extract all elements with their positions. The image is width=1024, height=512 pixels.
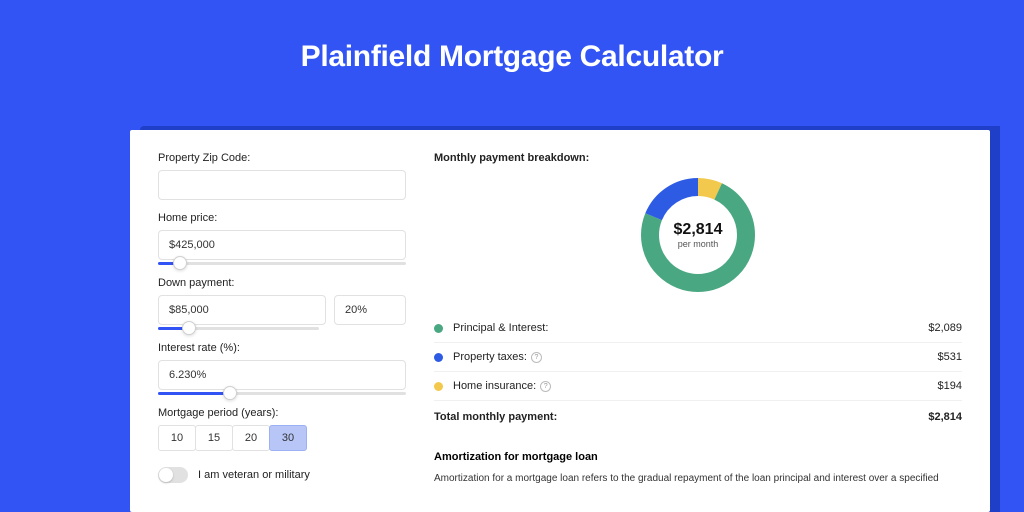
zip-field: Property Zip Code: [158, 152, 406, 200]
donut-container: $2,814 per month [434, 174, 962, 296]
period-option-30[interactable]: 30 [269, 425, 307, 451]
down-payment-slider-thumb[interactable] [182, 321, 196, 335]
interest-rate-slider-thumb[interactable] [223, 386, 237, 400]
legend-label: Home insurance:? [453, 380, 938, 392]
veteran-toggle-knob [159, 468, 173, 482]
home-price-label: Home price: [158, 212, 406, 224]
home-price-input[interactable] [158, 230, 406, 260]
down-payment-slider[interactable] [158, 327, 319, 330]
down-payment-pct-input[interactable] [334, 295, 406, 325]
veteran-toggle-row: I am veteran or military [158, 467, 406, 483]
legend-row: Home insurance:?$194 [434, 372, 962, 401]
interest-rate-slider-fill [158, 392, 230, 395]
legend-dot [434, 324, 443, 333]
legend-label: Principal & Interest: [453, 322, 928, 334]
legend-dot [434, 382, 443, 391]
interest-rate-label: Interest rate (%): [158, 342, 406, 354]
form-column: Property Zip Code: Home price: Down paym… [158, 152, 406, 490]
amortization-text: Amortization for a mortgage loan refers … [434, 471, 962, 486]
breakdown-title: Monthly payment breakdown: [434, 152, 962, 164]
legend-amount: $2,089 [928, 322, 962, 334]
amortization-title: Amortization for mortgage loan [434, 451, 962, 463]
donut-center-value: $2,814 [674, 221, 723, 239]
legend-label: Property taxes:? [453, 351, 938, 363]
home-price-slider[interactable] [158, 262, 406, 265]
home-price-slider-thumb[interactable] [173, 256, 187, 270]
veteran-toggle[interactable] [158, 467, 188, 483]
legend-row: Property taxes:?$531 [434, 343, 962, 372]
mortgage-period-label: Mortgage period (years): [158, 407, 406, 419]
breakdown-total-row: Total monthly payment: $2,814 [434, 401, 962, 431]
zip-label: Property Zip Code: [158, 152, 406, 164]
legend-dot [434, 353, 443, 362]
down-payment-label: Down payment: [158, 277, 406, 289]
donut-center: $2,814 per month [637, 174, 759, 296]
interest-rate-slider[interactable] [158, 392, 406, 395]
down-payment-amount-input[interactable] [158, 295, 326, 325]
period-option-20[interactable]: 20 [232, 425, 270, 451]
calculator-card: Property Zip Code: Home price: Down paym… [130, 130, 990, 512]
donut-center-sub: per month [678, 239, 719, 249]
mortgage-period-field: Mortgage period (years): 10152030 [158, 407, 406, 451]
total-label: Total monthly payment: [434, 411, 928, 423]
info-icon[interactable]: ? [540, 381, 551, 392]
interest-rate-input[interactable] [158, 360, 406, 390]
legend-amount: $531 [938, 351, 962, 363]
home-price-field: Home price: [158, 212, 406, 265]
period-option-15[interactable]: 15 [195, 425, 233, 451]
total-amount: $2,814 [928, 411, 962, 423]
zip-input[interactable] [158, 170, 406, 200]
legend-amount: $194 [938, 380, 962, 392]
info-icon[interactable]: ? [531, 352, 542, 363]
legend-row: Principal & Interest:$2,089 [434, 314, 962, 343]
breakdown-legend: Principal & Interest:$2,089Property taxe… [434, 314, 962, 401]
mortgage-period-options: 10152030 [158, 425, 406, 451]
down-payment-field: Down payment: [158, 277, 406, 330]
payment-donut-chart: $2,814 per month [637, 174, 759, 296]
period-option-10[interactable]: 10 [158, 425, 196, 451]
interest-rate-field: Interest rate (%): [158, 342, 406, 395]
page-title: Plainfield Mortgage Calculator [0, 0, 1024, 102]
veteran-label: I am veteran or military [198, 469, 310, 481]
breakdown-column: Monthly payment breakdown: $2,814 per mo… [434, 152, 962, 490]
